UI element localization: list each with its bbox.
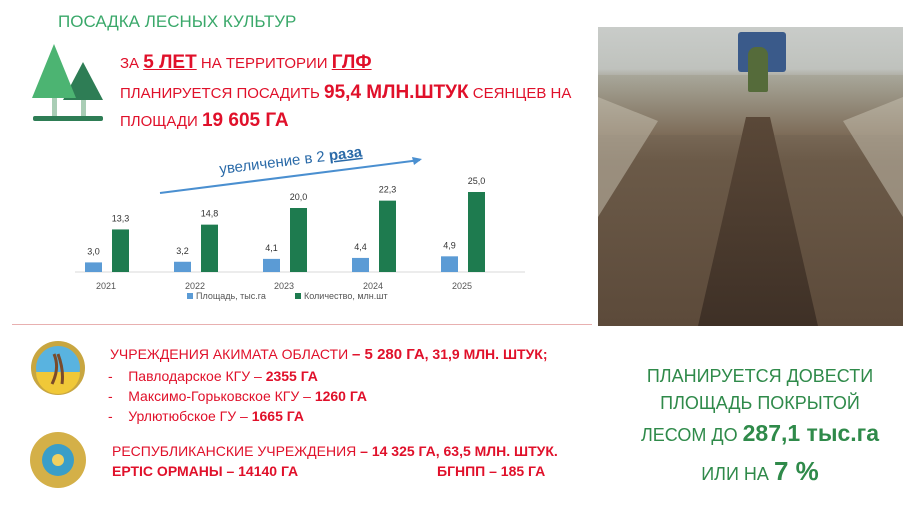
data-label: 4,4 [354, 242, 367, 252]
goal-line-4: ИЛИ НА 7 % [701, 456, 819, 486]
data-label: 25,0 [468, 176, 486, 186]
data-label: 22,3 [379, 185, 397, 195]
goal-line-2: ПЛОЩАДЬ ПОКРЫТОЙ [660, 393, 860, 413]
arrow-head-icon [412, 157, 422, 165]
field-planting-photo [598, 27, 903, 326]
headline-line-2: ПЛАНИРУЕТСЯ ПОСАДИТЬ 95,4 МЛН.ШТУК СЕЯНЦ… [120, 82, 572, 103]
data-label: 4,1 [265, 243, 278, 253]
bar-area-2024 [352, 257, 369, 272]
legend-area: Площадь, тыс.га [196, 291, 266, 301]
headline-line-1: ЗА 5 ЛЕТ НА ТЕРРИТОРИИ ГЛФ [120, 52, 372, 73]
legend-swatch-area [187, 293, 193, 299]
x-tick-label: 2024 [363, 281, 383, 291]
data-label: 13,3 [112, 213, 130, 223]
data-label: 3,0 [87, 246, 100, 256]
headline-line-3: ПЛОЩАДИ 19 605 ГА [120, 110, 289, 131]
trend-arrow [159, 159, 421, 194]
pavlodar-region-emblem [31, 341, 85, 395]
data-label: 3,2 [176, 246, 189, 256]
slide-title: ПОСАДКА ЛЕСНЫХ КУЛЬТУР [58, 12, 297, 31]
x-tick-label: 2021 [96, 281, 116, 291]
kazakhstan-emblem [30, 432, 86, 488]
ertis-ormany: ЕРТІС ОРМАНЫ – 14140 ГА [112, 463, 299, 479]
bar-area-2025 [441, 256, 458, 272]
x-tick-label: 2022 [185, 281, 205, 291]
trees-icon [32, 44, 103, 121]
divider [12, 324, 592, 325]
legend-count: Количество, млн.шт [304, 291, 388, 301]
bar-chart: увеличение в 2 раза 3,0 13,3 2021 3,2 14,8 20… [75, 144, 525, 301]
bar-area-2021 [85, 262, 102, 272]
akimat-item: - Урлютюбское ГУ – 1665 ГА [108, 408, 304, 424]
bgnpp: БГНПП – 185 ГА [437, 463, 546, 479]
bar-count-2025 [468, 192, 485, 272]
legend-swatch-count [295, 293, 301, 299]
bar-area-2023 [263, 258, 280, 272]
goal-line-3: ЛЕСОМ ДО 287,1 тыс.га [640, 420, 880, 446]
bar-count-2022 [201, 224, 218, 272]
bar-count-2024 [379, 200, 396, 272]
x-tick-label: 2023 [274, 281, 294, 291]
data-label: 14,8 [201, 209, 219, 219]
bar-count-2021 [112, 229, 129, 272]
data-label: 4,9 [443, 240, 456, 250]
republic-heading: РЕСПУБЛИКАНСКИЕ УЧРЕЖДЕНИЯ – 14 325 ГА, … [112, 443, 558, 459]
worker [748, 47, 768, 92]
goal-line-1: ПЛАНИРУЕТСЯ ДОВЕСТИ [646, 366, 874, 386]
bar-count-2023 [290, 208, 307, 272]
bar-area-2022 [174, 261, 191, 272]
akimat-item: - Павлодарское КГУ – 2355 ГА [108, 368, 318, 384]
data-label: 20,0 [290, 192, 308, 202]
x-tick-label: 2025 [452, 281, 472, 291]
arrow-label: увеличение в 2 раза [218, 144, 363, 178]
akimat-heading: УЧРЕЖДЕНИЯ АКИМАТА ОБЛАСТИ – 5 280 ГА, 3… [110, 346, 548, 363]
akimat-item: - Максимо-Горьковское КГУ – 1260 ГА [108, 388, 368, 404]
